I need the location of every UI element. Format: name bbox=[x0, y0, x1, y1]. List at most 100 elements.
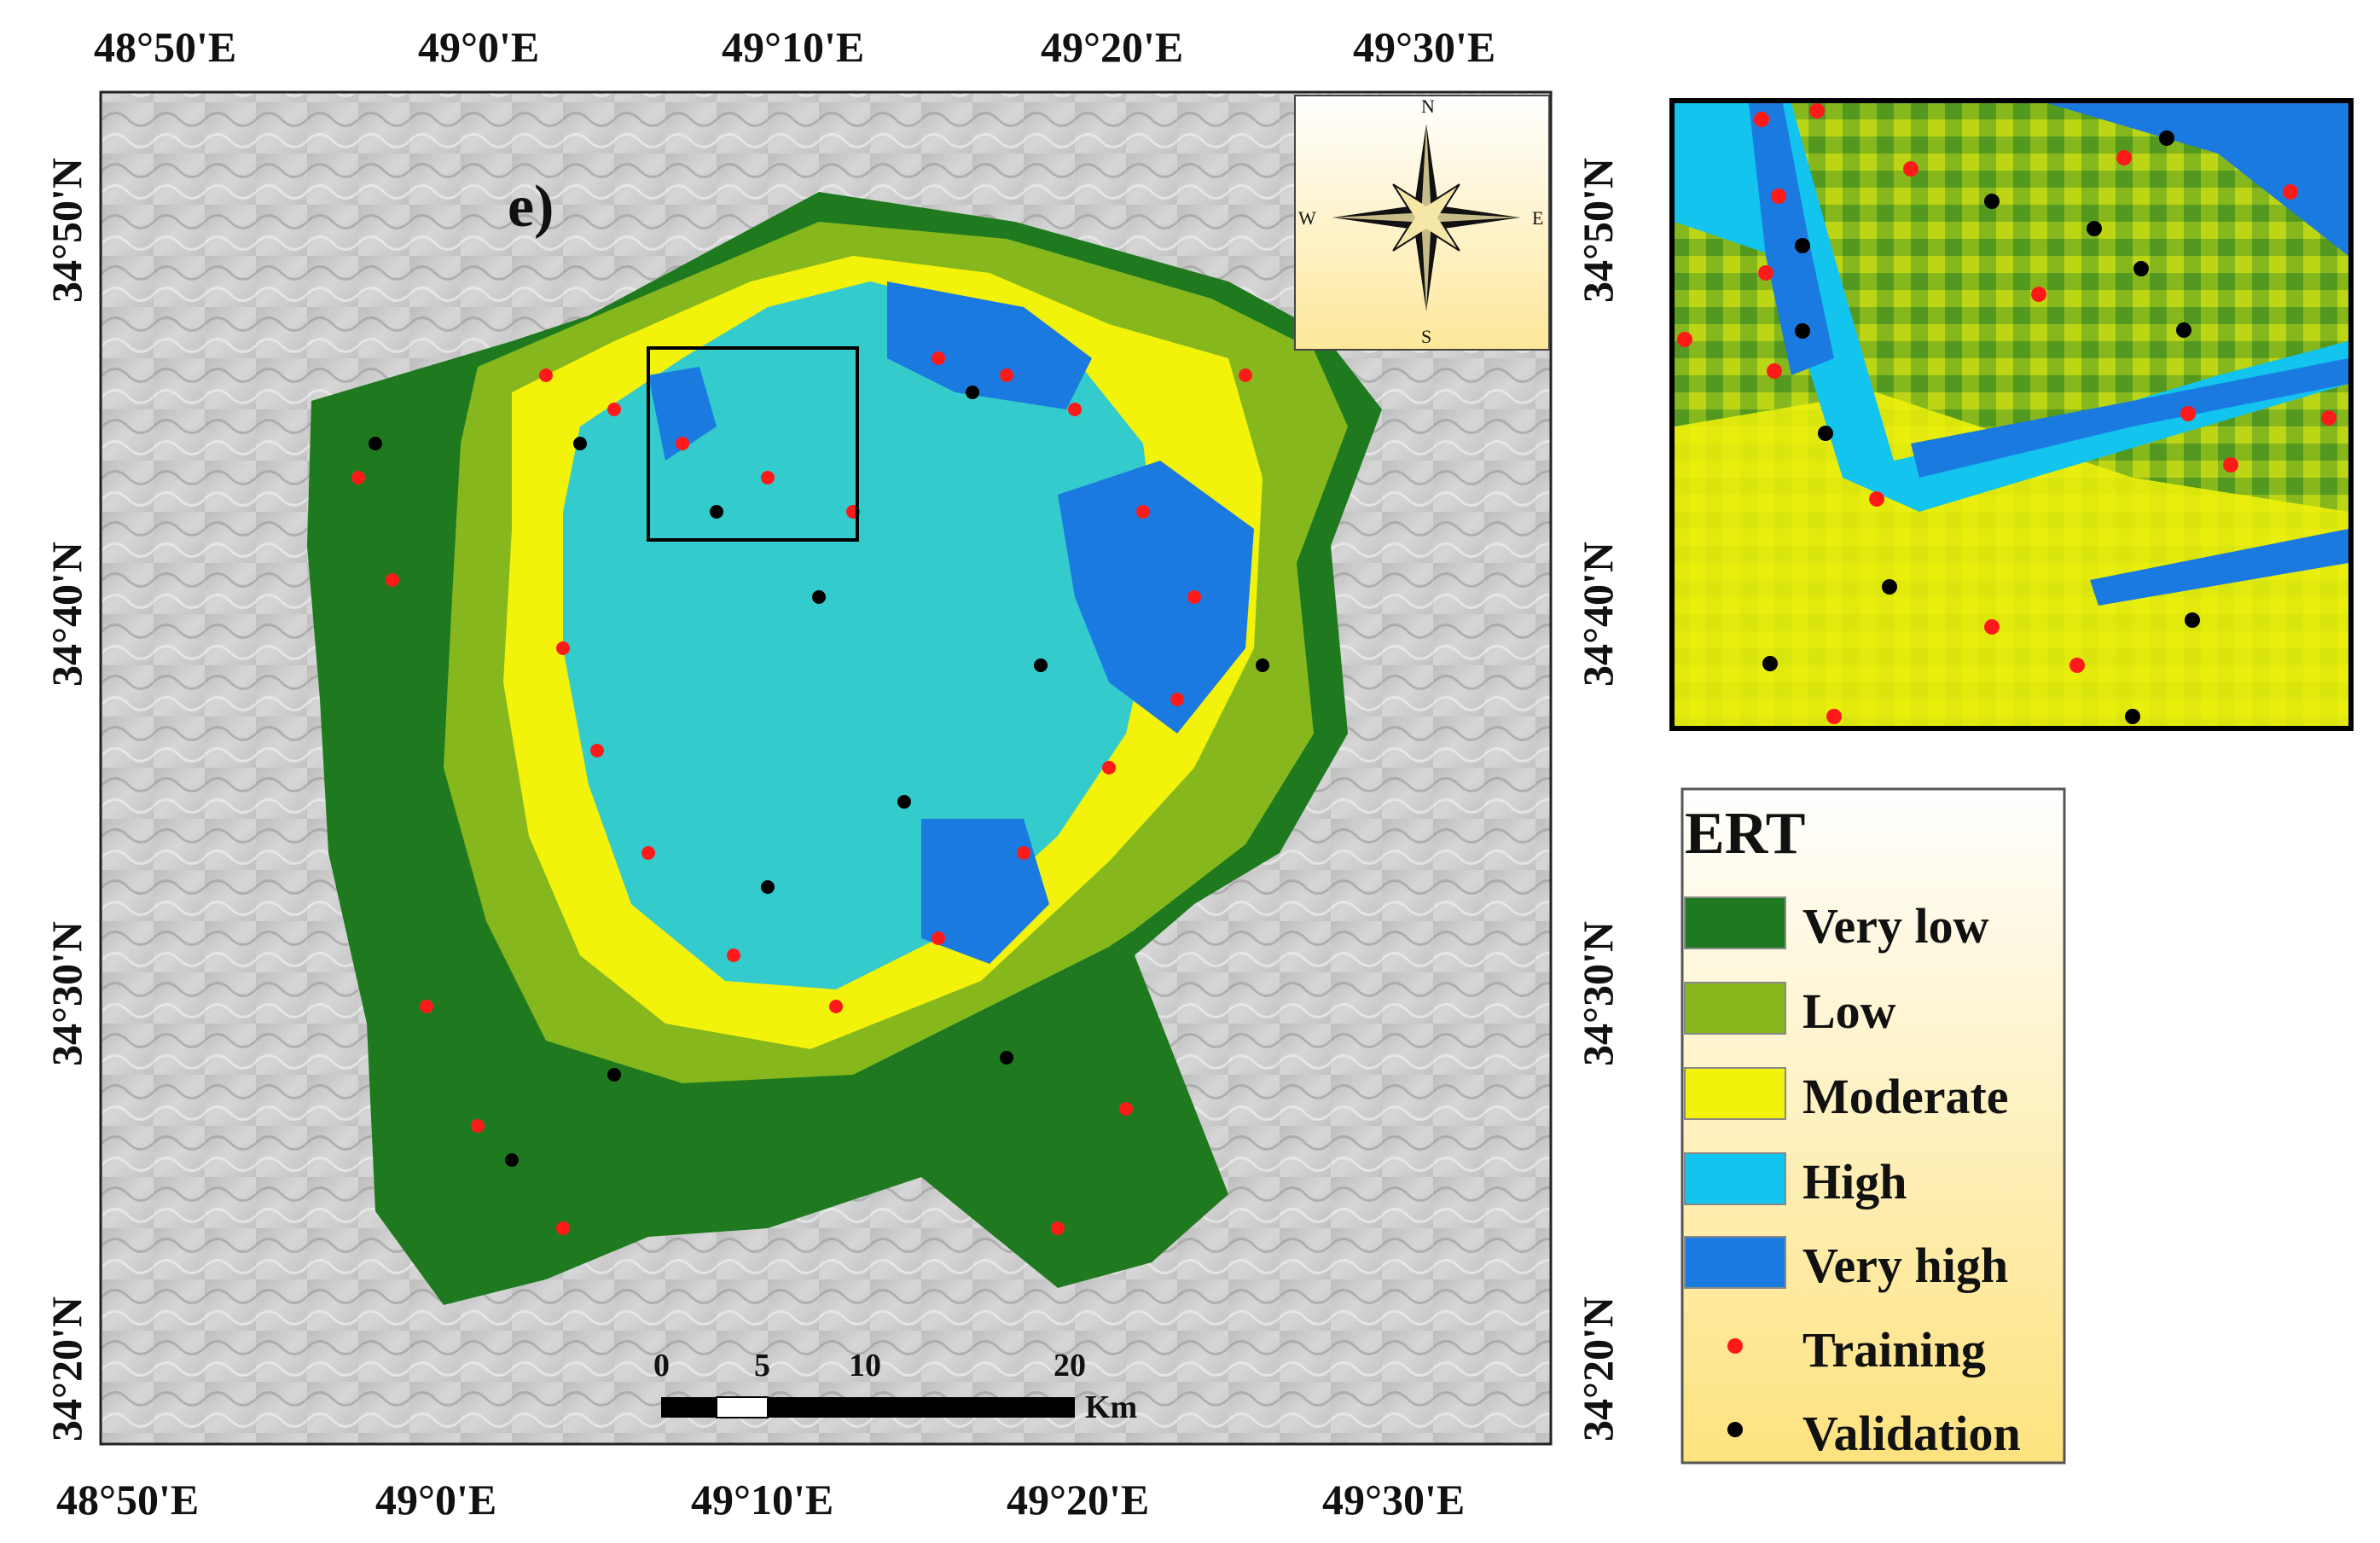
legend-swatch-low bbox=[1684, 982, 1786, 1035]
training-point bbox=[676, 437, 689, 450]
validation-point bbox=[2125, 709, 2140, 724]
validation-point bbox=[607, 1068, 621, 1082]
legend-label-moderate: Moderate bbox=[1802, 1069, 2009, 1124]
legend-label-training: Training bbox=[1802, 1322, 1986, 1378]
validation-point bbox=[2185, 612, 2200, 628]
compass-w: W bbox=[1298, 207, 1316, 229]
inset-very-high-band bbox=[1911, 358, 2348, 478]
legend-label-very-high: Very high bbox=[1802, 1238, 2008, 1293]
legend-label-very-low: Very low bbox=[1802, 898, 1989, 954]
validation-point bbox=[1034, 658, 1048, 672]
lon-label: 49°20'E bbox=[1041, 23, 1183, 71]
training-point bbox=[1754, 112, 1769, 127]
lat-label: 34°40'N bbox=[1574, 542, 1622, 687]
training-point bbox=[607, 403, 621, 416]
legend-validation-marker bbox=[1727, 1422, 1743, 1437]
bottom-longitude-labels: 48°50'E 49°0'E 49°10'E 49°20'E 49°30'E bbox=[56, 1476, 1465, 1523]
lat-label: 34°30'N bbox=[43, 921, 90, 1066]
training-point bbox=[1869, 491, 1884, 507]
training-point bbox=[1017, 846, 1030, 860]
training-point bbox=[2069, 658, 2085, 673]
training-point bbox=[1102, 761, 1116, 774]
lat-label: 34°20'N bbox=[43, 1296, 90, 1441]
class-very-high-area bbox=[648, 367, 717, 461]
inset-very-high-band bbox=[2090, 529, 2348, 606]
validation-point bbox=[1818, 426, 1833, 441]
lon-label: 48°50'E bbox=[94, 23, 236, 71]
legend-swatch-very-low bbox=[1684, 896, 1786, 949]
training-point bbox=[1119, 1102, 1133, 1116]
training-point bbox=[932, 351, 945, 365]
north-arrow: N S W E bbox=[1294, 95, 1550, 351]
lon-label: 49°0'E bbox=[418, 23, 539, 71]
compass-n: N bbox=[1421, 96, 1435, 117]
training-point bbox=[1187, 590, 1201, 604]
lat-label: 34°50'N bbox=[1574, 158, 1622, 303]
training-point bbox=[1136, 505, 1150, 519]
training-point bbox=[556, 641, 570, 655]
lat-label: 34°20'N bbox=[1574, 1296, 1622, 1441]
legend-swatch-high bbox=[1684, 1152, 1786, 1205]
lon-label: 49°0'E bbox=[375, 1476, 496, 1523]
legend: ERT Very low Low Moderate High Very high… bbox=[1681, 787, 2066, 1465]
lon-label: 48°50'E bbox=[56, 1476, 199, 1523]
scale-label-0: 0 bbox=[653, 1348, 670, 1383]
sample-points bbox=[351, 351, 1269, 1235]
training-point bbox=[1170, 693, 1184, 706]
scale-segment bbox=[661, 1397, 717, 1418]
training-point bbox=[761, 471, 775, 484]
training-point bbox=[1826, 709, 1842, 724]
training-point bbox=[1767, 363, 1782, 379]
training-point bbox=[1051, 1221, 1065, 1235]
validation-point bbox=[573, 437, 587, 450]
training-point bbox=[932, 931, 945, 945]
training-point bbox=[1758, 265, 1773, 281]
class-very-high-area bbox=[887, 281, 1092, 409]
training-point bbox=[2321, 410, 2336, 426]
validation-point bbox=[505, 1153, 519, 1167]
training-point bbox=[539, 368, 553, 382]
validation-point bbox=[966, 386, 979, 399]
lon-label: 49°10'E bbox=[722, 23, 864, 71]
lon-label: 49°20'E bbox=[1007, 1476, 1149, 1523]
lon-label: 49°10'E bbox=[691, 1476, 833, 1523]
scale-label-5: 5 bbox=[754, 1348, 770, 1383]
scale-unit: Km bbox=[1085, 1389, 1137, 1425]
scale-segment bbox=[768, 1397, 870, 1418]
training-point bbox=[420, 1000, 433, 1013]
class-very-high-area bbox=[1058, 461, 1254, 734]
training-point bbox=[1809, 103, 1825, 119]
compass-inner-icon bbox=[1332, 212, 1520, 223]
legend-swatch-very-high bbox=[1684, 1236, 1786, 1289]
legend-label-validation: Validation bbox=[1802, 1406, 2021, 1461]
training-point bbox=[351, 471, 365, 484]
inset-very-high-band bbox=[1749, 103, 1834, 375]
training-point bbox=[829, 1000, 843, 1013]
legend-swatch-moderate bbox=[1684, 1067, 1786, 1120]
inset-very-high-band bbox=[2047, 103, 2348, 256]
validation-point bbox=[1000, 1051, 1013, 1064]
training-point bbox=[1903, 161, 1919, 177]
validation-point bbox=[1795, 238, 1810, 253]
lat-label: 34°50'N bbox=[43, 158, 90, 303]
training-point bbox=[2031, 287, 2046, 302]
validation-point bbox=[710, 505, 723, 519]
scale-segment bbox=[716, 1396, 769, 1418]
compass-s: S bbox=[1421, 326, 1431, 347]
validation-point bbox=[761, 880, 775, 894]
top-longitude-labels: 48°50'E 49°0'E 49°10'E 49°20'E 49°30'E bbox=[94, 23, 1495, 71]
training-point bbox=[386, 573, 399, 587]
right-latitude-labels: 34°50'N 34°40'N 34°30'N 34°20'N bbox=[1574, 158, 1622, 1441]
scale-bar: 0 5 10 20 Km bbox=[653, 1348, 1137, 1425]
class-high-area bbox=[563, 281, 1160, 989]
training-point bbox=[1239, 368, 1252, 382]
lon-label: 49°30'E bbox=[1322, 1476, 1465, 1523]
validation-point bbox=[369, 437, 382, 450]
training-point bbox=[727, 948, 740, 962]
validation-point bbox=[2133, 261, 2149, 276]
validation-point bbox=[2087, 221, 2102, 236]
lat-label: 34°40'N bbox=[43, 542, 90, 687]
validation-point bbox=[1882, 579, 1897, 595]
inset-map bbox=[1669, 98, 2354, 731]
validation-point bbox=[1984, 194, 2000, 209]
